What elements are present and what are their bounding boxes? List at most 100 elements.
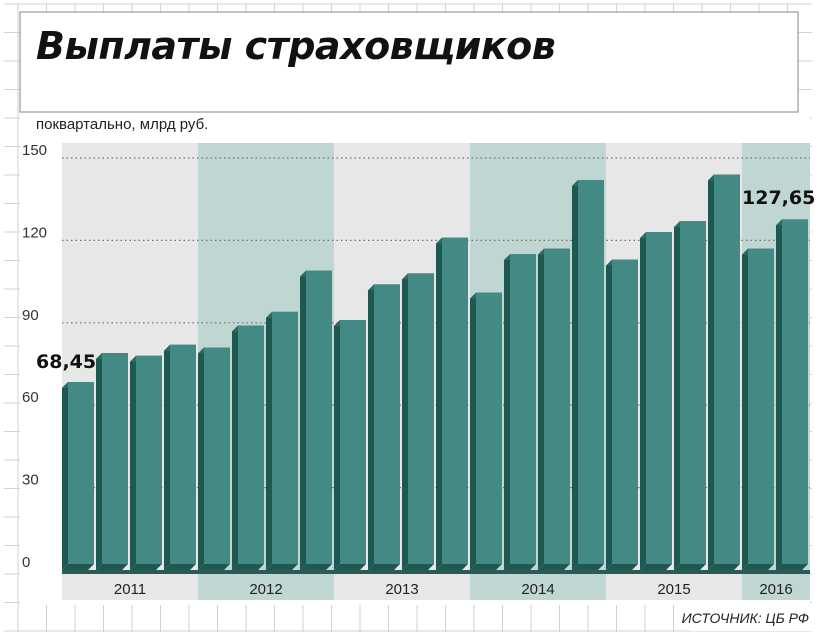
bar-base <box>776 564 808 570</box>
bar-side <box>130 355 136 570</box>
bar-side <box>266 311 272 570</box>
chart-subtitle: поквартально, млрд руб. <box>36 116 209 133</box>
bar-base <box>640 564 672 570</box>
bar <box>708 174 740 571</box>
bar-face <box>476 292 502 564</box>
bar-base <box>368 564 400 570</box>
bar-face <box>68 381 94 564</box>
bar <box>572 179 604 570</box>
bar-face <box>544 248 570 564</box>
bar <box>300 270 332 570</box>
x-tick-label: 2015 <box>657 581 690 598</box>
bar-base <box>470 564 502 570</box>
bar <box>164 344 196 570</box>
bar-side <box>300 270 306 570</box>
bar-face <box>374 284 400 564</box>
subtitle-strip <box>20 113 810 143</box>
bar <box>538 248 570 570</box>
bar-base <box>266 564 298 570</box>
bar-face <box>782 219 808 564</box>
bar-side <box>232 325 238 570</box>
bar-face <box>170 344 196 564</box>
bar <box>742 248 774 570</box>
y-tick-label: 30 <box>22 472 39 489</box>
bar <box>198 347 230 570</box>
bar-side <box>640 232 646 570</box>
bar-base <box>606 564 638 570</box>
bar <box>334 320 366 570</box>
bar-face <box>136 355 162 564</box>
title-box <box>19 11 799 113</box>
bar-face <box>714 174 740 565</box>
data-label: 68,45 <box>36 351 96 373</box>
bar-face <box>238 325 264 564</box>
x-tick-label: 2014 <box>521 581 554 598</box>
bar-base <box>232 564 264 570</box>
bar <box>674 221 706 570</box>
bar-side <box>402 273 408 570</box>
bar-base <box>708 564 740 570</box>
y-tick-label: 90 <box>22 307 39 324</box>
bar <box>776 219 808 570</box>
x-tick-label: 2013 <box>385 581 418 598</box>
bar-base <box>164 564 196 570</box>
y-tick-label: 60 <box>22 389 39 406</box>
x-tick-label: 2012 <box>249 581 282 598</box>
bar <box>640 232 672 570</box>
bar-face <box>204 347 230 564</box>
bar-base <box>436 564 468 570</box>
bar <box>606 259 638 570</box>
bar-side <box>742 248 748 570</box>
bar-side <box>436 237 442 571</box>
bar <box>470 292 502 570</box>
y-tick-label: 0 <box>22 554 30 571</box>
bar-base <box>300 564 332 570</box>
bar-side <box>504 254 510 570</box>
bar-base <box>334 564 366 570</box>
bar <box>130 355 162 570</box>
bar <box>436 237 468 571</box>
bar-side <box>62 381 68 570</box>
bar-base <box>572 564 604 570</box>
bar-face <box>646 232 672 564</box>
x-tick-label: 2016 <box>759 581 792 598</box>
bar-side <box>470 292 476 570</box>
bar-base <box>130 564 162 570</box>
bar-base <box>504 564 536 570</box>
bar-side <box>368 284 374 570</box>
bar-side <box>538 248 544 570</box>
bar <box>402 273 434 570</box>
source-note: ИСТОЧНИК: ЦБ РФ <box>681 610 809 626</box>
bar-face <box>510 254 536 564</box>
bar-base <box>198 564 230 570</box>
chart-title: Выплаты страховщиков <box>36 24 556 68</box>
bar-face <box>340 320 366 564</box>
bar-side <box>334 320 340 570</box>
y-tick-label: 120 <box>22 224 47 241</box>
bar-face <box>578 179 604 564</box>
bar-side <box>96 353 102 570</box>
bar-base <box>96 564 128 570</box>
bar-side <box>164 344 170 570</box>
bar-face <box>442 237 468 565</box>
bar-face <box>680 221 706 564</box>
bar-base <box>538 564 570 570</box>
bar-face <box>102 353 128 564</box>
baseline <box>62 570 810 574</box>
bar <box>266 311 298 570</box>
bar <box>62 381 94 570</box>
bar-face <box>612 259 638 564</box>
bar-face <box>748 248 774 564</box>
bar-side <box>674 221 680 570</box>
bar-base <box>62 564 94 570</box>
bar <box>96 353 128 570</box>
bar-side <box>708 174 714 571</box>
x-tick-label: 2011 <box>114 581 146 598</box>
bar-face <box>408 273 434 564</box>
bar-side <box>776 219 782 570</box>
source-strip <box>690 605 815 631</box>
bar <box>232 325 264 570</box>
y-tick-label: 150 <box>22 142 47 159</box>
bar-side <box>198 347 204 570</box>
